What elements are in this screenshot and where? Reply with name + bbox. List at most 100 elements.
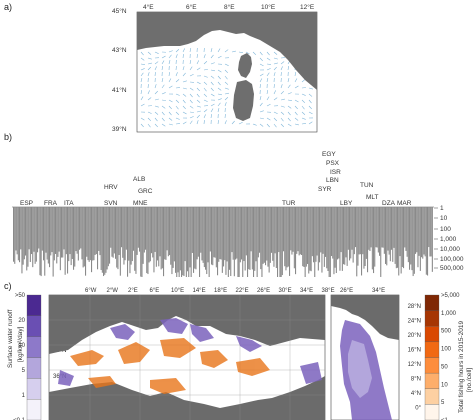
current-vector [140,68,145,71]
bar [110,207,112,248]
bar [311,207,313,257]
bar [15,207,17,251]
bar [155,207,157,267]
current-vector [266,103,271,107]
inset-lat-label: 4°N [411,391,421,397]
bar [117,207,119,270]
current-vector [252,123,257,126]
current-vector [287,78,290,83]
bar [383,207,385,254]
current-vector [273,117,278,122]
current-vector [301,99,306,104]
current-vector [217,81,221,86]
current-vector [196,53,198,59]
bar [28,207,30,250]
bar [260,207,262,270]
bar [385,207,387,264]
bar [191,207,193,253]
main-lon-label: 10°E [171,288,184,294]
bar [56,207,58,264]
inset-lat-label: 0° [415,406,421,412]
bar [219,207,221,260]
current-vector [210,81,214,86]
bar [31,207,33,255]
bar [401,207,403,267]
current-vector [161,123,166,127]
current-vector [196,110,201,113]
bar [225,207,227,275]
bar [273,207,275,267]
current-vector [280,123,284,128]
current-vector [147,111,152,114]
bar [217,207,219,276]
current-vector [266,63,272,65]
bar [91,207,93,273]
bar [190,207,192,277]
current-vector [168,60,171,65]
fishing-swatch [424,341,440,358]
runoff-legend-title: Surface water runoff [7,309,14,368]
fishing-swatch [424,388,440,405]
country-label-mne: MNE [133,200,148,207]
bar [141,207,143,277]
bar [322,207,324,254]
current-vector [287,84,291,89]
bar [86,207,88,257]
country-label-fra: FRA [44,200,58,207]
current-vector [287,123,292,127]
bar [308,207,310,274]
bar [359,207,361,255]
bar [65,207,67,255]
current-vector [168,85,173,89]
current-vector [140,103,145,107]
bar [179,207,181,271]
fishing-tick: <1 [441,418,449,420]
bar [233,207,235,277]
bar [163,207,165,277]
current-vector [224,49,229,53]
bar [411,207,413,271]
bar [332,207,334,259]
bar [214,207,216,258]
country-label-hrv: HRV [104,184,118,191]
bar [187,207,189,272]
current-vector [147,83,149,89]
bar-series [13,207,433,277]
bar [103,207,105,277]
bar [261,207,263,277]
country-label-tur: TUR [282,200,296,207]
bar [245,207,247,256]
bar [365,207,367,259]
current-vector [259,117,264,120]
current-vector [140,90,143,95]
bar [166,207,168,251]
bar [341,207,343,271]
bar [68,207,70,262]
current-vector [196,120,199,125]
bar [115,207,117,259]
current-vector [266,57,271,61]
bar [379,207,381,256]
bar [284,207,286,267]
current-vector [168,50,173,53]
current-vector [147,90,150,95]
bar [296,207,298,254]
current-vector [140,72,144,77]
bar [287,207,289,267]
bar [382,207,384,248]
bar [417,207,419,268]
current-vector [203,109,208,113]
current-vector [217,48,221,53]
land-sardinia [233,80,254,121]
current-vector [259,51,263,56]
bar [419,207,421,271]
bar [380,207,382,277]
bar [129,207,131,274]
bar [211,207,213,265]
current-vector [168,99,173,103]
current-vector [273,66,277,71]
current-vector [175,123,181,125]
bar [395,207,397,269]
bar [224,207,226,261]
current-vector [301,111,306,115]
